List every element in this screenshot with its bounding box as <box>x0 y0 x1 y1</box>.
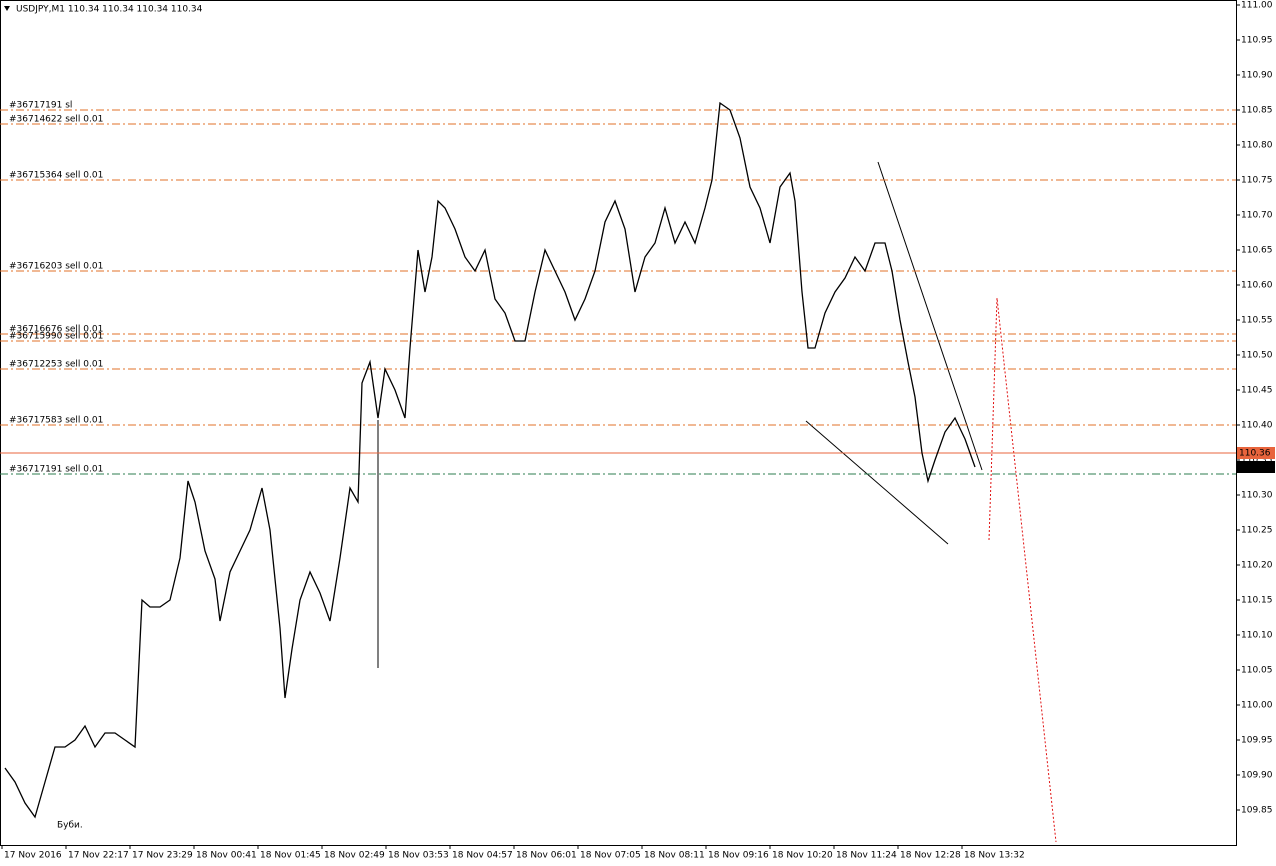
y-tick-label: 109.85 <box>1241 806 1273 816</box>
y-tick-label: 109.95 <box>1241 736 1273 746</box>
y-tick-label: 110.45 <box>1241 386 1273 396</box>
price-tag <box>1237 461 1275 473</box>
order-label: #36715990 sell 0.01 <box>9 332 103 342</box>
order-label: #36712253 sell 0.01 <box>9 360 103 370</box>
price-tag-label: 110.34 <box>1239 463 1271 473</box>
menu-arrow <box>4 6 10 11</box>
y-tick-label: 110.00 <box>1241 701 1273 711</box>
y-tick-label: 110.20 <box>1241 561 1273 571</box>
order-label: #36717191 sell 0.01 <box>9 465 103 475</box>
y-tick-label: 110.65 <box>1241 246 1273 256</box>
x-tick-label: 18 Nov 11:24 <box>836 851 897 861</box>
projection <box>988 297 1057 843</box>
y-tick-label: 110.50 <box>1241 351 1273 361</box>
x-tick-label: 17 Nov 2016 <box>4 851 62 861</box>
x-tick-label: 18 Nov 00:41 <box>196 851 257 861</box>
x-tick-label: 18 Nov 09:16 <box>708 851 769 861</box>
order-label: #36717191 sl <box>9 101 72 111</box>
x-tick-label: 17 Nov 22:17 <box>68 851 129 861</box>
y-tick-label: 110.60 <box>1241 281 1273 291</box>
x-tick-label: 18 Nov 03:53 <box>388 851 449 861</box>
y-tick-label: 110.95 <box>1241 36 1273 46</box>
y-tick-label: 110.55 <box>1241 316 1273 326</box>
y-tick-label: 110.80 <box>1241 141 1273 151</box>
x-tick-label: 18 Nov 08:11 <box>644 851 705 861</box>
y-tick-label: 110.40 <box>1241 421 1273 431</box>
order-label: #36716203 sell 0.01 <box>9 262 103 272</box>
chart-title: USDJPY,M1 110.34 110.34 110.34 110.34 <box>16 5 203 15</box>
price-line-series <box>4 101 976 819</box>
x-tick-label: 17 Nov 23:29 <box>132 851 193 861</box>
y-tick-label: 109.90 <box>1241 771 1273 781</box>
y-tick-label: 110.75 <box>1241 176 1273 186</box>
x-tick-label: 18 Nov 01:45 <box>260 851 321 861</box>
annotation: Буби. <box>57 821 83 831</box>
y-tick-label: 111.00 <box>1241 1 1273 11</box>
price-tag-label: 110.36 <box>1239 449 1271 459</box>
x-tick-label: 18 Nov 10:20 <box>772 851 833 861</box>
x-tick-label: 18 Nov 07:05 <box>580 851 641 861</box>
x-tick-label: 18 Nov 06:01 <box>516 851 577 861</box>
x-tick-label: 18 Nov 02:49 <box>324 851 385 861</box>
y-tick-label: 110.90 <box>1241 71 1273 81</box>
order-label: #36717583 sell 0.01 <box>9 416 103 426</box>
price-tag <box>1237 447 1275 459</box>
y-tick-label: 110.85 <box>1241 106 1273 116</box>
y-tick-label: 110.35 <box>1241 456 1273 466</box>
y-tick-label: 110.15 <box>1241 596 1273 606</box>
x-tick-label: 18 Nov 12:28 <box>900 851 961 861</box>
y-tick-label: 110.10 <box>1241 631 1273 641</box>
y-tick-label: 110.05 <box>1241 666 1273 676</box>
order-label: #36714622 sell 0.01 <box>9 115 103 125</box>
x-tick-label: 18 Nov 13:32 <box>964 851 1025 861</box>
y-tick-label: 110.70 <box>1241 211 1273 221</box>
order-label: #36716676 sell 0.01 <box>9 325 103 335</box>
trend-line <box>805 420 949 545</box>
order-label: #36715364 sell 0.01 <box>9 171 103 181</box>
trend-line <box>877 161 983 471</box>
y-tick-label: 110.25 <box>1241 526 1273 536</box>
y-tick-label: 110.30 <box>1241 491 1273 501</box>
plot-frame <box>0 0 1237 846</box>
x-tick-label: 18 Nov 04:57 <box>452 851 513 861</box>
